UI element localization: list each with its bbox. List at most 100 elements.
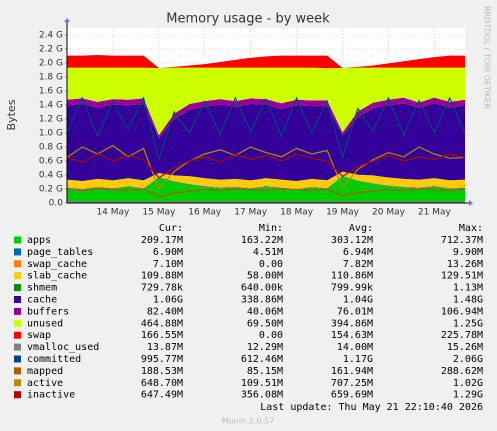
legend-stat: 13.87M bbox=[147, 342, 183, 353]
legend-stat: 288.62M bbox=[441, 366, 483, 377]
legend-label: active bbox=[27, 378, 63, 389]
y-axis-label: Bytes bbox=[5, 99, 18, 130]
x-tick-label: 16 May bbox=[188, 208, 222, 218]
legend-label: committed bbox=[27, 354, 81, 365]
legend-stat: 40.06M bbox=[247, 306, 283, 317]
legend-stat: 1.02G bbox=[453, 378, 483, 389]
legend-label: shmem bbox=[27, 283, 57, 294]
legend-stat: 85.15M bbox=[247, 366, 283, 377]
legend-label: inactive bbox=[27, 390, 75, 401]
legend-stat: 464.88M bbox=[141, 318, 183, 329]
legend-stat: 729.78k bbox=[141, 283, 183, 294]
legend-stat: 58.00M bbox=[247, 271, 283, 282]
legend-label: mapped bbox=[27, 366, 63, 377]
legend-stat: 82.40M bbox=[147, 306, 183, 317]
legend-stat: 612.46M bbox=[241, 354, 283, 365]
legend-stat: 659.69M bbox=[331, 390, 373, 401]
legend-stat: 7.10M bbox=[153, 259, 183, 270]
area bbox=[67, 67, 465, 136]
line bbox=[66, 188, 466, 198]
x-tick-label: 20 May bbox=[372, 208, 406, 218]
legend-label: vmalloc_used bbox=[27, 342, 99, 353]
legend-stat: 15.26M bbox=[447, 342, 483, 353]
legend-stat: 7.82M bbox=[343, 259, 373, 270]
legend-stat: 640.00k bbox=[241, 283, 283, 294]
legend-stat: 712.37M bbox=[441, 235, 483, 246]
version: Munin 2.0.57 bbox=[222, 417, 274, 426]
legend-swatch bbox=[14, 355, 21, 363]
legend-stat: 647.49M bbox=[141, 390, 183, 401]
legend-stat: 0.00 bbox=[259, 330, 283, 341]
legend-stat: 2.06G bbox=[453, 354, 483, 365]
legend-stat: 109.51M bbox=[241, 378, 283, 389]
legend-stat: 154.63M bbox=[331, 330, 373, 341]
legend-swatch bbox=[14, 248, 21, 256]
legend-label: buffers bbox=[27, 306, 69, 317]
legend-stat: 225.78M bbox=[441, 330, 483, 341]
legend-stat: 394.86M bbox=[331, 318, 373, 329]
area bbox=[67, 54, 465, 69]
legend-stat: 4.51M bbox=[253, 247, 283, 258]
legend-stat: 1.25G bbox=[453, 318, 483, 329]
legend-stat: 0.00 bbox=[259, 259, 283, 270]
y-tick-label: 0.6 G bbox=[39, 157, 63, 167]
legend-stat: 188.53M bbox=[141, 366, 183, 377]
legend-stat: 110.86M bbox=[331, 271, 373, 282]
legend-header: Min: bbox=[259, 223, 283, 234]
legend-swatch bbox=[14, 296, 21, 303]
legend-stat: 163.22M bbox=[241, 235, 283, 246]
legend-swatch bbox=[14, 284, 21, 292]
line bbox=[66, 144, 466, 191]
y-tick-label: 2.0 G bbox=[39, 59, 63, 69]
y-tick-label: 0.0 bbox=[49, 199, 64, 209]
legend-stat: 648.70M bbox=[141, 378, 183, 389]
legend-stat: 1.04G bbox=[343, 295, 373, 306]
legend-stat: 1.06G bbox=[153, 295, 183, 306]
y-tick-label: 2.4 G bbox=[39, 31, 63, 41]
legend-stat: 12.29M bbox=[247, 342, 283, 353]
legend-swatch bbox=[14, 331, 21, 339]
legend-swatch bbox=[14, 391, 21, 399]
legend-swatch bbox=[14, 367, 21, 375]
legend-swatch bbox=[14, 272, 21, 280]
legend-stat: 356.08M bbox=[241, 390, 283, 401]
legend-stat: 109.88M bbox=[141, 271, 183, 282]
legend-stat: 209.17M bbox=[141, 235, 183, 246]
y-tick-label: 1.4 G bbox=[39, 101, 63, 111]
legend-label: unused bbox=[27, 318, 63, 329]
x-tick-label: 15 May bbox=[142, 208, 176, 218]
legend-label: slab_cache bbox=[27, 271, 87, 282]
x-arrow bbox=[469, 200, 473, 206]
chart-title: Memory usage - by week bbox=[166, 12, 330, 27]
line bbox=[66, 153, 466, 179]
legend-swatch bbox=[14, 319, 21, 327]
side-text: RRDTOOL / TOBI OETIKER bbox=[483, 6, 492, 109]
legend-stat: 9.90M bbox=[453, 247, 483, 258]
legend-stat: 1.13M bbox=[453, 283, 483, 294]
area bbox=[67, 176, 465, 203]
area bbox=[67, 171, 465, 189]
legend-label: swap_cache bbox=[27, 259, 87, 270]
y-tick-label: 1.8 G bbox=[39, 73, 63, 83]
legend-swatch bbox=[14, 343, 21, 351]
legend-stat: 995.77M bbox=[141, 354, 183, 365]
legend-stat: 1.17G bbox=[343, 354, 373, 365]
legend-stat: 6.90M bbox=[153, 247, 183, 258]
legend-stat: 1.48G bbox=[453, 295, 483, 306]
legend-stat: 166.55M bbox=[141, 330, 183, 341]
x-tick-label: 14 May bbox=[96, 208, 130, 218]
legend-stat: 76.01M bbox=[337, 306, 373, 317]
legend-swatch bbox=[14, 379, 21, 387]
legend-header: Cur: bbox=[159, 223, 183, 234]
area bbox=[67, 175, 465, 190]
legend-stat: 303.12M bbox=[331, 235, 373, 246]
legend-stat: 13.26M bbox=[447, 259, 483, 270]
y-tick-label: 1.2 G bbox=[39, 115, 63, 125]
legend-header: Max: bbox=[459, 223, 483, 234]
y-tick-label: 1.0 G bbox=[39, 129, 63, 139]
legend-label: swap bbox=[27, 330, 51, 341]
area bbox=[67, 103, 465, 181]
x-tick-label: 21 May bbox=[418, 208, 452, 218]
y-tick-label: 0.2 G bbox=[39, 185, 63, 195]
legend-swatch bbox=[14, 307, 21, 315]
